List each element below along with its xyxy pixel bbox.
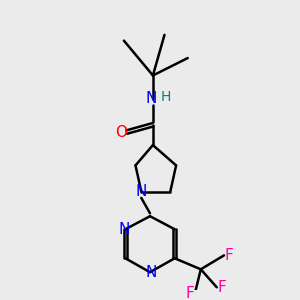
Text: N: N xyxy=(146,265,157,280)
Text: F: F xyxy=(225,248,234,263)
Text: H: H xyxy=(161,90,171,104)
Text: N: N xyxy=(118,222,130,237)
Text: N: N xyxy=(146,91,157,106)
Text: N: N xyxy=(136,184,147,199)
Text: O: O xyxy=(116,124,128,140)
Text: F: F xyxy=(218,280,226,295)
Text: F: F xyxy=(185,286,194,300)
